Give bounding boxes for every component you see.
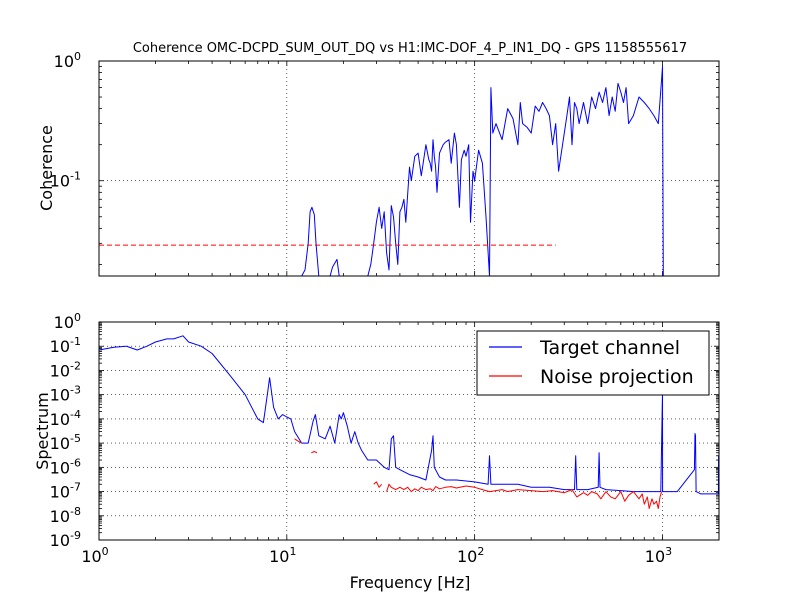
x-tick-label: 103 (645, 545, 672, 566)
y-tick-label: 10-4 (50, 408, 81, 429)
legend: Target channel Noise projection (476, 330, 710, 396)
y-tick-label: 10-5 (50, 432, 81, 453)
y-tick-label: 10-9 (50, 529, 81, 550)
legend-box (476, 330, 710, 396)
spectrum-ticks: 100 101 102 103 100 10-1 10-2 10-3 10-4 10-5 10-6 1… (50, 311, 720, 566)
coherence-panel: Coherence OMC-DCPD_SUM_OUT_DQ vs H1:IMC-… (37, 41, 720, 277)
frequency-x-axis-label: Frequency [Hz] (350, 573, 471, 592)
coherence-grid (99, 61, 719, 276)
coherence-chart-title: Coherence OMC-DCPD_SUM_OUT_DQ vs H1:IMC-… (133, 41, 687, 56)
legend-label-target-channel: Target channel (539, 337, 680, 359)
y-tick-label: 10-2 (50, 359, 81, 380)
y-tick-label: 10-7 (50, 481, 81, 502)
noise-projection-line (294, 438, 663, 509)
y-tick-label: 10-1 (50, 170, 81, 191)
legend-label-noise-projection: Noise projection (540, 366, 694, 388)
spectrum-y-axis-label: Spectrum (33, 392, 52, 470)
x-tick-label: 100 (81, 545, 108, 566)
y-tick-label: 100 (54, 50, 81, 71)
coherence-axes-frame (98, 60, 720, 277)
coherence-y-axis-label: Coherence (37, 125, 56, 211)
y-tick-label: 100 (54, 311, 81, 332)
x-tick-label: 101 (269, 545, 296, 566)
y-tick-label: 10-6 (50, 456, 81, 477)
spectrum-panel: Spectrum Frequency [Hz] 100 101 102 1031001… (33, 311, 720, 592)
coherence-line (99, 66, 664, 277)
y-tick-label: 10-1 (50, 335, 81, 356)
spectrum-data (98, 335, 720, 509)
y-tick-label: 10-3 (50, 384, 81, 405)
x-tick-label: 102 (457, 545, 484, 566)
coherence-data (99, 66, 664, 277)
y-tick-label: 10-8 (50, 505, 81, 526)
spectrum-axes-frame (98, 321, 720, 541)
target-channel-line (98, 335, 720, 495)
